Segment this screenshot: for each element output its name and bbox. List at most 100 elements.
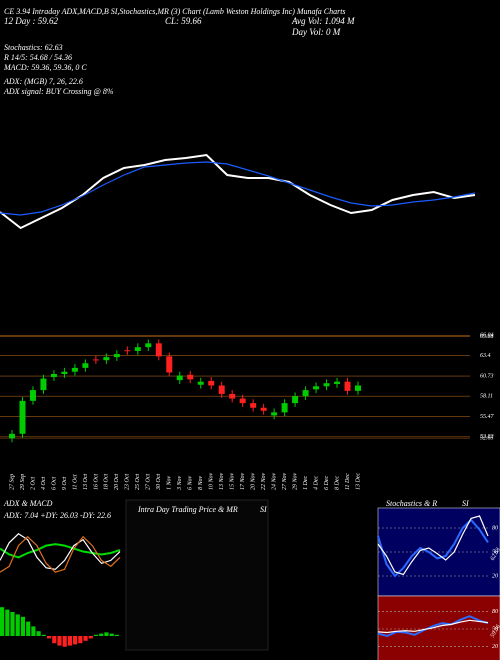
y-tick-label: 65.88: [480, 334, 494, 340]
x-tick-label: 11 Oct: [72, 474, 78, 490]
candle-body: [197, 381, 204, 385]
x-tick-label: 24 Nov: [270, 472, 277, 490]
panel-title: Stochastics & R: [386, 499, 437, 508]
histogram-bar: [10, 612, 15, 636]
x-tick-label: 1 Dec: [303, 476, 309, 490]
value-label: 62.63: [490, 547, 500, 562]
candle-body: [145, 343, 152, 348]
histogram-bar: [88, 636, 93, 639]
candle-body: [61, 371, 68, 374]
adx: ADX: (MGB) 7, 26, 22.6: [3, 77, 83, 86]
intraday-panel: [125, 499, 269, 651]
r-value: R 14/5: 54.68 / 54.36: [3, 53, 72, 62]
histogram-bar: [41, 634, 46, 636]
adx-signal: ADX signal: BUY Crossing @ 8%: [3, 87, 114, 96]
histogram-bar: [109, 633, 114, 636]
y-tick-label: 50: [492, 626, 498, 632]
histogram-bar: [0, 607, 5, 636]
x-tick-label: 2 Oct: [30, 477, 36, 490]
histogram-bar: [15, 614, 20, 636]
candle-body: [229, 393, 236, 399]
x-tick-label: 29 Nov: [292, 472, 298, 490]
x-tick-label: 8 Dec: [334, 476, 340, 490]
x-tick-label: 3 Nov: [177, 475, 183, 491]
candle-body: [334, 381, 341, 384]
histogram-bar: [78, 636, 83, 644]
x-tick-label: 6 Nov: [188, 475, 194, 490]
histogram-bar: [26, 621, 31, 636]
candle-body: [239, 398, 246, 404]
avg-volume: Avg Vol: 1.094 M: [291, 16, 355, 26]
candle-body: [19, 400, 26, 434]
candle-body: [323, 383, 330, 387]
x-tick-label: 27 Oct: [146, 474, 152, 490]
x-tick-label: 6 Dec: [324, 476, 330, 490]
histogram-bar: [73, 636, 78, 645]
histogram-bar: [36, 631, 41, 636]
histogram-bar: [31, 626, 36, 636]
histogram-bar: [83, 636, 88, 641]
candle-body: [9, 433, 15, 439]
x-tick-label: 6 Oct: [51, 477, 57, 490]
x-tick-label: 29 Sep: [20, 474, 26, 490]
y-tick-label: 55.47: [480, 413, 495, 420]
candle-body: [271, 412, 278, 416]
x-tick-label: 22 Nov: [261, 472, 267, 490]
candle-body: [166, 356, 173, 373]
header-line: CE 3.94 Intraday ADX,MACD,B SI,Stochasti…: [4, 7, 346, 16]
x-tick-label: 13 Dec: [355, 473, 361, 490]
y-tick-label: 50: [492, 549, 498, 555]
y-tick-label: 66.04: [480, 332, 494, 339]
candle-body: [71, 367, 78, 372]
x-tick-label: 20 Oct: [114, 474, 120, 490]
candle-body: [281, 403, 288, 413]
day-price: 12 Day : 59.62: [4, 16, 58, 26]
candle-body: [302, 390, 309, 397]
x-tick-label: 18 Oct: [104, 474, 110, 490]
y-tick-label: 52.65: [480, 435, 494, 441]
x-tick-label: 13 Nov: [219, 472, 225, 490]
stochastics: Stochastics: 62.63: [4, 43, 63, 52]
histogram-bar: [57, 636, 62, 646]
candle-body: [344, 381, 351, 391]
candle-body: [92, 359, 99, 361]
value-label: 59.36: [490, 624, 500, 639]
candle-body: [208, 380, 215, 386]
x-tick-label: 27 Sep: [9, 474, 15, 490]
histogram-bar: [46, 636, 52, 639]
candle-body: [155, 343, 162, 357]
candle-body: [355, 385, 361, 391]
candle-body: [103, 357, 110, 361]
series-line: [0, 532, 121, 570]
candle-body: [134, 347, 141, 351]
macd: MACD: 59.36, 59.36, 0 C: [3, 63, 87, 72]
series-line: [377, 619, 489, 634]
x-tick-label: 27 Nov: [282, 472, 288, 490]
panel-subtitle: SI: [462, 499, 469, 508]
x-tick-label: 20 Nov: [251, 472, 257, 490]
panel-background: [377, 595, 500, 660]
x-tick-label: 16 Oct: [93, 474, 99, 490]
candle-body: [313, 386, 320, 390]
x-tick-label: 25 Oct: [135, 474, 141, 490]
series-line: [0, 161, 476, 216]
x-tick-label: 30 Oct: [156, 474, 162, 491]
x-tick-label: 13 Oct: [83, 474, 89, 490]
histogram-bar: [20, 616, 26, 636]
histogram-bar: [67, 636, 72, 646]
x-tick-label: 9 Oct: [62, 477, 68, 490]
close-price: CL: 59.66: [165, 16, 202, 26]
candle-body: [187, 374, 194, 380]
series-line: [0, 543, 121, 559]
candle-body: [292, 396, 299, 404]
candle-body: [176, 375, 183, 381]
x-tick-label: 4 Oct: [40, 477, 47, 490]
x-tick-label: 15 Nov: [230, 472, 236, 490]
y-tick-label: 58.11: [480, 394, 493, 400]
day-volume: Day Vol: 0 M: [291, 27, 341, 37]
x-tick-label: 1 Nov: [167, 475, 173, 490]
y-tick-label: 80: [492, 525, 498, 531]
x-tick-label: 4 Dec: [312, 476, 319, 490]
candle-body: [50, 374, 57, 378]
